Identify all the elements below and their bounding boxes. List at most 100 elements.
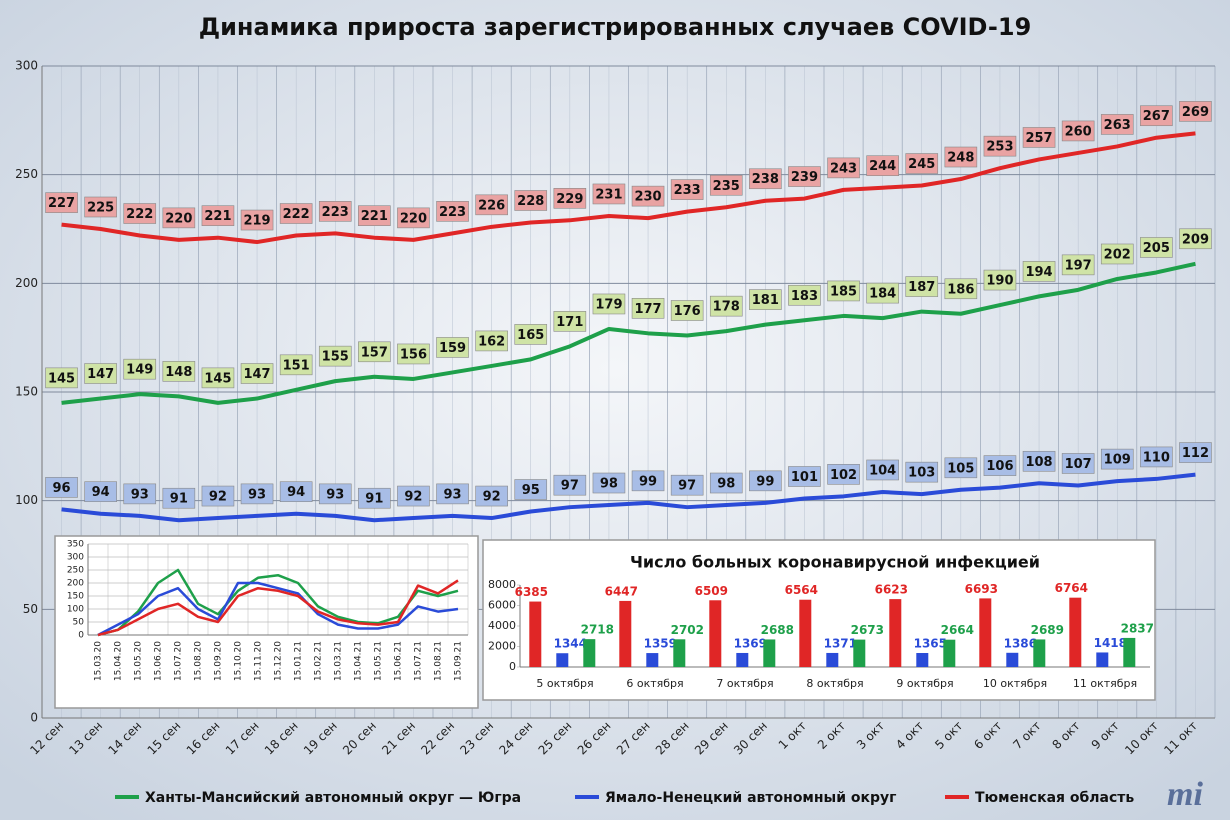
label-box (631, 298, 665, 319)
label-box (1179, 442, 1212, 463)
x-tick-label: 15.04.20 (114, 641, 124, 681)
data-label: 99 (756, 474, 774, 489)
label-box (866, 155, 899, 177)
label-box (1100, 114, 1134, 135)
bar-label: 6623 (875, 583, 908, 597)
bar (709, 600, 722, 667)
x-tick-label: 15.03.20 (94, 641, 104, 681)
label-box (983, 269, 1017, 291)
data-label: 223 (322, 205, 349, 220)
data-label: 93 (248, 487, 266, 502)
label-box (709, 174, 743, 196)
y-tick-label: 0 (30, 711, 38, 725)
label-box (318, 345, 352, 367)
bar (943, 639, 956, 667)
label-box (905, 153, 939, 174)
label-box (905, 461, 939, 483)
chart-1: 0 50 100 150 200 250 300 350 15.03.20 15.04.20 15.… (54, 535, 479, 709)
label-box (670, 179, 704, 200)
x-tick-label: 15.09.20 (214, 641, 224, 681)
data-label: 197 (1065, 258, 1092, 273)
data-label: 104 (869, 463, 896, 478)
data-label: 151 (283, 358, 310, 373)
data-label: 230 (634, 190, 661, 205)
data-label: 245 (908, 157, 935, 172)
bar (799, 599, 812, 667)
y-tick-label: 300 (15, 59, 38, 73)
label-box (592, 183, 626, 205)
data-label: 228 (517, 194, 544, 209)
bar (1006, 652, 1019, 667)
y-tick-label: 250 (15, 167, 38, 181)
data-label: 93 (326, 487, 344, 502)
x-tick-label: 5 октября (536, 677, 593, 690)
y-tick-label: 0 (78, 631, 84, 641)
data-label: 149 (126, 363, 153, 378)
bar (1123, 637, 1136, 667)
data-label: 92 (404, 490, 422, 505)
label-box (1061, 254, 1095, 276)
data-label: 181 (752, 293, 779, 308)
bar-label: 1359 (644, 637, 677, 651)
label-box (749, 470, 782, 492)
data-label: 96 (53, 481, 71, 496)
label-box (45, 477, 78, 498)
chart-title: Число больных коронавирусной инфекцией (630, 553, 1040, 572)
x-tick-label: 15.12.20 (274, 641, 284, 681)
x-tick-label: 15.05.21 (374, 641, 384, 681)
label-box (553, 474, 587, 496)
label-box (514, 324, 548, 345)
label-box (201, 367, 235, 389)
label-box (436, 337, 469, 358)
bar-label: 1371 (824, 636, 857, 650)
data-label: 257 (1025, 131, 1052, 146)
data-label: 186 (947, 282, 974, 297)
label-box (45, 192, 78, 213)
data-label: 184 (869, 287, 896, 302)
data-label: 238 (752, 172, 779, 187)
bar (853, 639, 866, 667)
label-box (84, 481, 117, 503)
data-label: 94 (92, 485, 110, 500)
label-box (358, 487, 391, 509)
label-box (592, 472, 626, 494)
label-box (1100, 243, 1134, 265)
bar-label: 2673 (851, 623, 884, 637)
data-label: 147 (87, 367, 114, 382)
data-label: 225 (87, 201, 114, 216)
bar (1033, 639, 1046, 667)
y-tick-label: 100 (67, 605, 84, 615)
label-box (240, 483, 274, 505)
bar (826, 652, 839, 667)
data-label: 93 (131, 487, 149, 502)
legend-label: Ханты-Мансийский автономный округ — Югра (145, 790, 521, 806)
data-label: 162 (478, 334, 505, 349)
line (97, 579, 459, 637)
y-tick-label: 100 (15, 493, 38, 507)
data-label: 176 (674, 304, 701, 319)
bar (529, 601, 542, 667)
bar-label: 6564 (785, 583, 818, 597)
data-label: 267 (1143, 109, 1170, 124)
bar-label: 6693 (965, 582, 998, 596)
chart-2: Число больных коронавирусной инфекцией 0 2… (482, 539, 1156, 701)
bar (763, 639, 776, 667)
label-box (553, 188, 587, 209)
label-box (749, 168, 782, 190)
label-box (358, 205, 391, 226)
data-label: 97 (561, 479, 579, 494)
data-label: 235 (713, 179, 740, 194)
label-box (279, 203, 313, 224)
data-label: 105 (947, 461, 974, 476)
bar (583, 639, 596, 667)
label-box (670, 300, 704, 321)
bar (979, 598, 992, 667)
label-box (279, 354, 313, 376)
data-label: 106 (986, 459, 1013, 474)
logo: mi (1167, 776, 1203, 813)
data-label: 94 (287, 485, 305, 500)
label-box (397, 207, 430, 229)
data-label: 202 (1104, 247, 1131, 262)
label-box (944, 278, 978, 300)
